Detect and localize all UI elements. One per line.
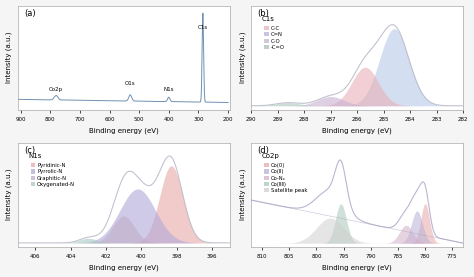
Y-axis label: Intensity (a.u.): Intensity (a.u.) — [239, 169, 246, 220]
Text: C1s: C1s — [198, 25, 208, 30]
X-axis label: Binding energy (eV): Binding energy (eV) — [89, 265, 158, 271]
Text: (d): (d) — [257, 146, 270, 155]
Text: O1s: O1s — [125, 81, 136, 86]
Text: N1s: N1s — [164, 87, 174, 92]
Y-axis label: Intensity (a.u.): Intensity (a.u.) — [6, 32, 12, 83]
Y-axis label: Intensity (a.u.): Intensity (a.u.) — [239, 32, 246, 83]
X-axis label: Binding energy (eV): Binding energy (eV) — [89, 128, 158, 134]
X-axis label: Binding energy (eV): Binding energy (eV) — [322, 128, 392, 134]
Text: Co2p: Co2p — [49, 87, 63, 92]
Text: (b): (b) — [257, 9, 270, 18]
Text: Co2p: Co2p — [262, 153, 280, 159]
Legend: C-C, C=N, C-O, -C=O: C-C, C=N, C-O, -C=O — [263, 24, 287, 52]
Y-axis label: Intensity (a.u.): Intensity (a.u.) — [6, 169, 12, 220]
Text: (c): (c) — [24, 146, 35, 155]
X-axis label: Binding energy (eV): Binding energy (eV) — [322, 265, 392, 271]
Legend: Pyridinic-N, Pyrrolic-N, Graphitic-N, Oxygenated-N: Pyridinic-N, Pyrrolic-N, Graphitic-N, Ox… — [29, 161, 77, 189]
Legend: Co(0), Co(Ⅱ), Co-Nₓ, Co(ⅡⅡ), Satellite peak: Co(0), Co(Ⅱ), Co-Nₓ, Co(ⅡⅡ), Satellite p… — [263, 161, 310, 195]
Text: (a): (a) — [24, 9, 36, 18]
Text: N1s: N1s — [28, 153, 42, 159]
Text: C1s: C1s — [262, 16, 275, 22]
